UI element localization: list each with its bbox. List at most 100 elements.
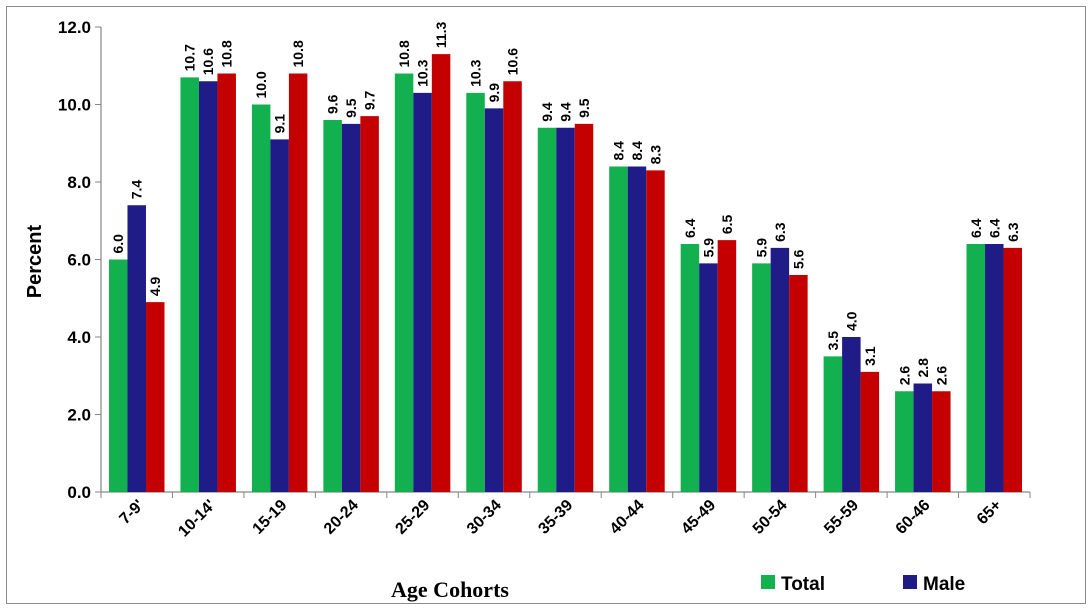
bar: [789, 275, 808, 492]
data-label: 10.0: [253, 71, 269, 98]
x-tick-label: 65+: [974, 497, 1005, 528]
data-label: 2.8: [915, 358, 931, 378]
data-label: 9.4: [558, 102, 574, 122]
legend-label: Male: [923, 574, 965, 595]
y-tick-label: 0.0: [67, 483, 91, 502]
data-label: 11.3: [433, 21, 449, 48]
data-label: 6.4: [986, 218, 1002, 238]
bar: [270, 139, 289, 492]
data-label: 3.5: [825, 331, 841, 351]
data-label: 10.3: [468, 59, 484, 86]
bar-chart: 0.0 2.0 4.0 6.0 8.0 10.0 12.0 7-9' 10-14' 15-19 2…: [24, 18, 1031, 602]
data-label: 9.6: [325, 94, 341, 114]
x-tick-label: 60-46: [893, 497, 934, 538]
data-label: 6.5: [719, 214, 735, 234]
bar: [108, 259, 128, 492]
x-tick-label: 30-34: [464, 497, 505, 538]
y-axis-label: Percent: [24, 224, 46, 298]
bar: [932, 391, 951, 492]
bar: [413, 92, 432, 492]
data-label: 9.5: [343, 98, 359, 118]
legend-swatch: [903, 575, 917, 589]
bar: [503, 81, 522, 492]
bar: [484, 108, 504, 492]
y-axis: 0.0 2.0 4.0 6.0 8.0 10.0 12.0: [58, 18, 102, 502]
data-label: 9.1: [272, 114, 288, 134]
x-tick-label: 50-54: [750, 497, 791, 538]
x-tick-label: 15-19: [250, 497, 291, 538]
bar: [895, 391, 914, 492]
data-label: 5.6: [790, 249, 806, 269]
bar: [627, 166, 647, 492]
bar: [466, 92, 485, 492]
y-tick-label: 6.0: [67, 251, 91, 270]
data-label: 9.7: [362, 90, 378, 110]
bar: [842, 337, 861, 492]
data-label: 9.5: [576, 98, 592, 118]
data-label: 6.4: [968, 218, 984, 238]
legend: Total Male: [761, 574, 965, 595]
data-label: 6.4: [682, 218, 698, 238]
data-label: 8.3: [647, 145, 663, 165]
legend-label: Total: [781, 574, 825, 595]
bar: [770, 247, 790, 492]
bar: [394, 73, 414, 492]
data-label: 7.4: [129, 180, 145, 200]
bar: [823, 356, 843, 492]
bars: [108, 54, 1023, 492]
x-tick-label: 7-9': [116, 497, 147, 528]
bar: [1003, 247, 1023, 492]
x-tick-label: 45-49: [678, 497, 719, 538]
data-label: 2.6: [896, 366, 912, 386]
x-tick-label: 20-24: [321, 497, 362, 538]
bar: [556, 127, 575, 492]
x-tick-label: 25-29: [392, 497, 433, 538]
bar: [717, 240, 737, 492]
bar: [288, 73, 308, 492]
chart-frame: 0.0 2.0 4.0 6.0 8.0 10.0 12.0 7-9' 10-14' 15-19 2…: [6, 6, 1086, 604]
data-label: 4.0: [843, 311, 859, 331]
data-label: 6.0: [110, 234, 126, 254]
x-axis-label: Age Cohorts: [391, 577, 509, 602]
data-labels: 6.010.710.09.610.810.39.48.46.45.93.52.6…: [110, 21, 1021, 385]
legend-swatch: [761, 575, 775, 589]
data-label: 9.9: [486, 83, 502, 103]
bar: [609, 166, 628, 492]
bar: [198, 81, 218, 492]
bar: [145, 302, 165, 492]
bar: [431, 54, 451, 492]
data-label: 10.8: [219, 40, 235, 67]
bar: [341, 123, 361, 492]
x-tick-label: 55-59: [821, 497, 862, 538]
x-tick-label: 10-14': [175, 497, 219, 541]
x-tick-label: 35-39: [535, 497, 576, 538]
data-label: 10.8: [396, 40, 412, 67]
y-tick-label: 12.0: [58, 18, 91, 37]
bar: [251, 104, 271, 492]
bar: [860, 371, 880, 492]
data-label: 10.8: [290, 40, 306, 67]
data-label: 3.1: [862, 346, 878, 366]
bar: [180, 77, 199, 492]
bar: [574, 123, 594, 492]
data-label: 4.9: [147, 276, 163, 296]
bar: [966, 244, 986, 492]
bar: [537, 127, 557, 492]
data-label: 10.3: [415, 59, 431, 86]
y-tick-label: 10.0: [58, 96, 91, 115]
data-label: 6.3: [772, 222, 788, 242]
x-axis: 7-9' 10-14' 15-19 20-24 25-29 30-34 35-39 40-44…: [100, 491, 1031, 541]
bar: [127, 205, 146, 492]
data-label: 5.9: [753, 238, 769, 258]
bar: [699, 263, 718, 492]
data-label: 8.4: [629, 141, 645, 161]
data-label: 10.7: [182, 44, 198, 71]
data-label: 10.6: [505, 48, 521, 75]
data-label: 6.3: [1005, 222, 1021, 242]
bar: [985, 244, 1004, 492]
y-tick-label: 8.0: [67, 173, 91, 192]
x-tick-label: 40-44: [607, 497, 648, 538]
bar: [360, 116, 379, 492]
bar: [680, 244, 700, 492]
data-label: 8.4: [610, 141, 626, 161]
